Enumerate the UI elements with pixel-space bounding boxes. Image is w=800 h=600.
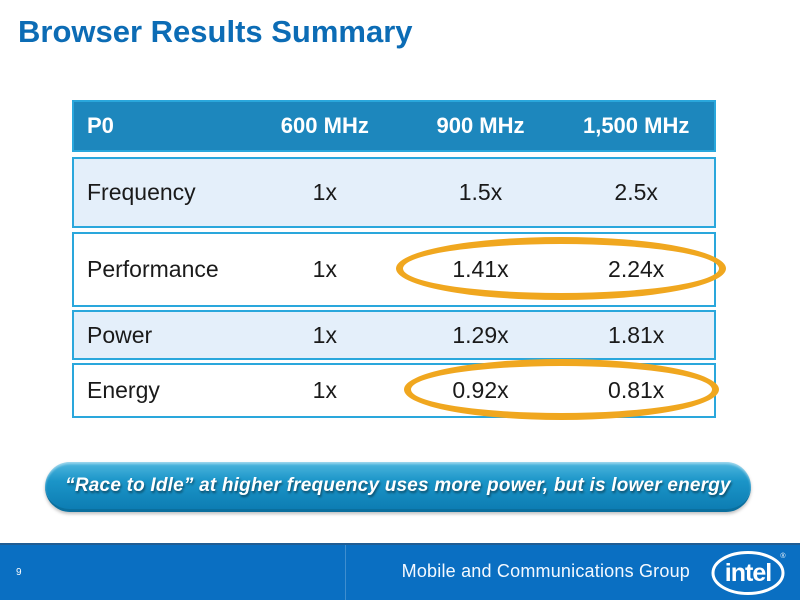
cell-value: 1x xyxy=(312,377,337,403)
cell-value: 0.81x xyxy=(608,377,665,403)
page-title: Browser Results Summary xyxy=(18,14,413,49)
cell-value: 2.5x xyxy=(614,179,658,205)
footer-divider xyxy=(345,545,346,600)
results-table: P0 600 MHz 900 MHz 1,500 MHz Frequency 1… xyxy=(72,100,716,418)
table-header-row: P0 600 MHz 900 MHz 1,500 MHz xyxy=(72,100,716,152)
table-row-performance: Performance 1x 1.41x 2.24x xyxy=(72,232,716,307)
table-row-energy: Energy 1x 0.92x 0.81x xyxy=(72,363,716,418)
cell-value: 2.24x xyxy=(608,256,665,282)
row-label: Frequency xyxy=(87,179,196,205)
cell-value: 1x xyxy=(312,179,337,205)
row-label: Energy xyxy=(87,377,160,403)
page-number: 9 xyxy=(16,567,22,578)
row-label: Performance xyxy=(87,256,219,282)
cell-value: 1.81x xyxy=(608,321,665,348)
callout-text: “Race to Idle” at higher frequency uses … xyxy=(65,474,731,496)
cell-value: 1x xyxy=(312,256,337,282)
race-to-idle-callout: “Race to Idle” at higher frequency uses … xyxy=(45,462,751,512)
footer-bar: 9 Mobile and Communications Group intel … xyxy=(0,543,800,600)
intel-logo-icon: intel ® xyxy=(711,551,786,595)
cell-value: 1.5x xyxy=(458,179,503,205)
footer-group-name: Mobile and Communications Group xyxy=(401,561,690,581)
svg-text:®: ® xyxy=(780,552,786,560)
cell-value: 0.92x xyxy=(452,377,509,403)
table-row-power: Power 1x 1.29x 1.81x xyxy=(72,310,716,360)
row-label: Power xyxy=(87,321,153,348)
table-header-600mhz: 600 MHz xyxy=(280,113,369,138)
cell-value: 1x xyxy=(312,321,337,348)
table-row-frequency: Frequency 1x 1.5x 2.5x xyxy=(72,157,716,228)
cell-value: 1.41x xyxy=(452,256,509,282)
table-header-900mhz: 900 MHz xyxy=(436,113,525,138)
cell-value: 1.29x xyxy=(452,321,509,348)
table-header-1500mhz: 1,500 MHz xyxy=(582,113,690,138)
table-header-p0: P0 xyxy=(87,113,114,138)
svg-text:intel: intel xyxy=(725,559,771,587)
